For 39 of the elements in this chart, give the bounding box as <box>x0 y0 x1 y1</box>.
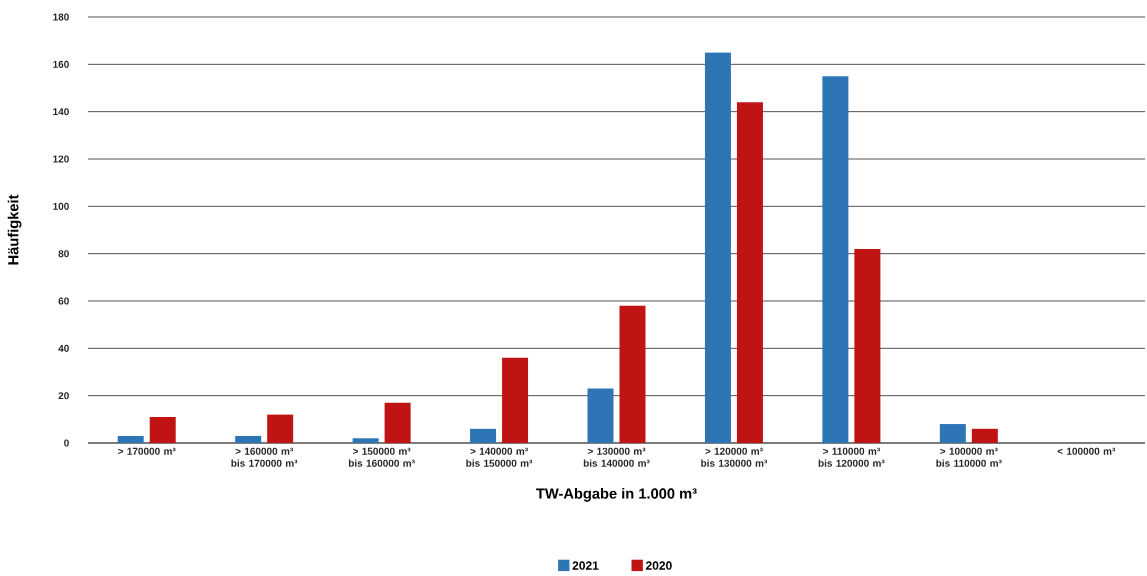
x-tick-label: > 110000 m³ bis 120000 m³ <box>818 447 885 467</box>
y-tick-label: 180 <box>53 13 69 21</box>
bar <box>736 102 763 443</box>
bar <box>117 435 144 443</box>
x-axis-title: TW-Abgabe in 1.000 m³ <box>536 487 697 502</box>
y-tick-label: 160 <box>53 60 69 68</box>
x-tick-label: > 150000 m³ bis 160000 m³ <box>348 447 415 467</box>
y-tick-label: 20 <box>58 392 69 400</box>
y-tick-label: 140 <box>53 108 69 116</box>
y-tick-label: 0 <box>64 439 69 447</box>
y-tick-label: 80 <box>58 250 69 258</box>
bar <box>502 357 529 443</box>
bar <box>704 52 731 443</box>
x-tick-label: > 140000 m³ bis 150000 m³ <box>466 447 533 467</box>
bar <box>352 438 379 443</box>
x-tick-label: < 100000 m³ <box>1057 447 1116 455</box>
bar <box>854 248 881 443</box>
legend-label: 2021 <box>572 561 599 570</box>
x-tick-label: > 120000 m³ bis 130000 m³ <box>701 447 768 467</box>
y-tick-label: 40 <box>58 344 69 352</box>
bar <box>470 428 497 443</box>
bar <box>587 388 614 443</box>
bar <box>822 76 849 443</box>
x-tick-label: > 130000 m³ bis 140000 m³ <box>583 447 650 467</box>
x-tick-label: > 100000 m³ bis 110000 m³ <box>936 447 1002 467</box>
x-tick-label: > 170000 m³ <box>118 447 176 455</box>
bar <box>971 428 998 443</box>
x-tick-label: > 160000 m³ bis 170000 m³ <box>231 447 298 467</box>
bar <box>939 424 966 443</box>
bar <box>619 305 646 443</box>
bar <box>235 435 262 443</box>
y-tick-label: 100 <box>53 202 69 210</box>
bar <box>267 414 294 443</box>
y-axis-title: Häufigkeit <box>7 194 22 265</box>
legend-label: 2020 <box>645 561 672 570</box>
bar <box>384 402 411 443</box>
y-tick-label: 60 <box>58 297 69 305</box>
y-tick-label: 120 <box>53 155 69 163</box>
bar <box>149 416 176 443</box>
